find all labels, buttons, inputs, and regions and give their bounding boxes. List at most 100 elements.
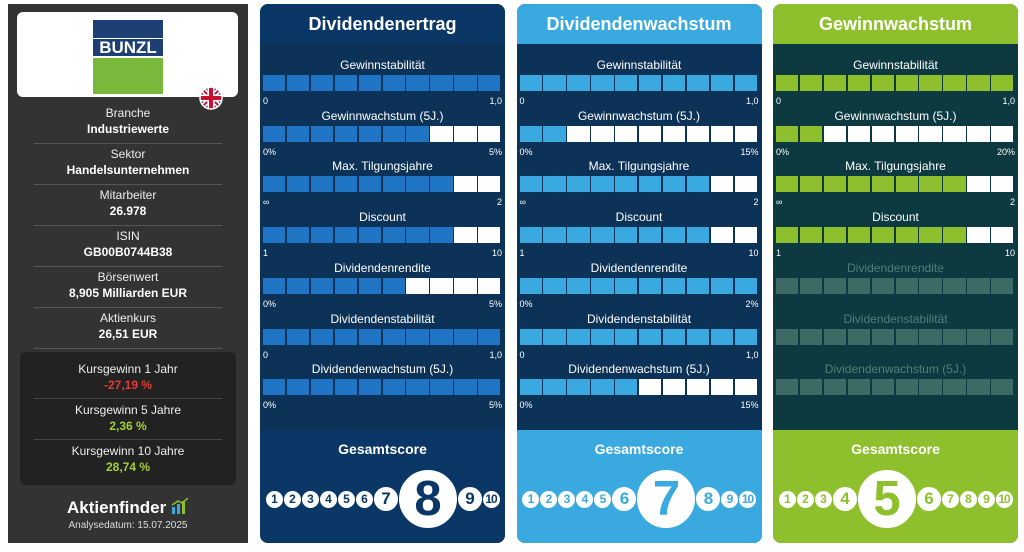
bar-segment-filled: [799, 227, 823, 244]
bar-segment-filled: [543, 75, 566, 91]
range-max: 2: [753, 197, 759, 208]
bar-segment-filled: [567, 227, 590, 244]
bar-segment-filled: [567, 176, 590, 193]
range-max: 10: [748, 248, 759, 259]
card-title: Gewinnwachstum: [818, 14, 973, 34]
bar-segment-filled: [334, 328, 358, 345]
bar-segment-filled: [639, 176, 662, 193]
range-min: 0%: [519, 400, 533, 411]
bar-segment: [871, 328, 894, 345]
bar-segment: [710, 125, 734, 142]
perf-label: Kursgewinn 5 Jahre: [74, 403, 182, 417]
bar-segment-filled: [776, 176, 799, 193]
bar-segment-filled: [567, 379, 590, 396]
bar-segment-filled: [334, 227, 358, 244]
bar-segment-filled: [519, 379, 542, 396]
bar-segment: [895, 328, 918, 345]
score-step: 2: [539, 489, 558, 509]
range-min: 0%: [519, 146, 533, 157]
score-step: 4: [831, 486, 858, 512]
range-max: 15%: [740, 400, 759, 411]
score-step: 4: [575, 489, 594, 509]
range-min: ∞: [776, 197, 783, 208]
bar-segment-filled: [454, 75, 477, 91]
bar-segment-filled: [478, 75, 501, 91]
bar-segment-filled: [310, 328, 334, 345]
bar-segment-filled: [519, 328, 542, 345]
metric-label: Gewinnstabilität: [340, 58, 425, 72]
range-min: 1: [263, 248, 269, 259]
bar-segment-filled: [358, 176, 381, 193]
bar-segment: [799, 328, 823, 345]
metric-label: Dividendenstabilität: [330, 311, 435, 326]
score-current: 7: [636, 469, 696, 529]
bar-segment: [967, 277, 990, 294]
range-min: 1: [519, 248, 525, 259]
metric-label: Dividendenrendite: [847, 260, 944, 275]
bar-segment: [567, 125, 590, 142]
bar-segment: [710, 176, 734, 193]
bar-segment: [943, 277, 966, 294]
bar-segment-filled: [943, 75, 966, 91]
bar-segment-filled: [334, 176, 358, 193]
bar-segment-filled: [519, 75, 542, 91]
bar-segment-filled: [895, 75, 918, 91]
bar-segment-filled: [478, 328, 501, 345]
bar-segment-filled: [519, 125, 542, 142]
bar-segment: [967, 227, 990, 244]
bar-segment: [662, 125, 686, 142]
bar-segment-filled: [710, 277, 734, 294]
bar-segment-filled: [710, 328, 734, 345]
bar-segment-filled: [615, 176, 638, 193]
score-step: 10: [481, 489, 501, 509]
bar-segment: [478, 227, 501, 244]
bar-segment-filled: [286, 125, 310, 142]
bar-segment-filled: [615, 227, 638, 244]
bar-segment: [823, 277, 847, 294]
brand-row: Aktienfinder: [8, 497, 248, 518]
metric-label: Discount: [872, 210, 919, 225]
range-max: 5%: [488, 400, 502, 411]
bar-segment-filled: [615, 75, 638, 91]
score-step: 4: [318, 489, 338, 509]
metric-label: Gewinnwachstum (5J.): [321, 108, 444, 123]
bar-segment-filled: [430, 176, 453, 193]
perf-label: Kursgewinn 10 Jahre: [71, 444, 185, 458]
performance-box: Kursgewinn 1 Jahr -27,19 % Kursgewinn 5 Ja…: [20, 352, 236, 485]
bar-segment-filled: [567, 75, 590, 91]
bar-segment-filled: [776, 227, 799, 244]
info-label: Sektor: [110, 147, 146, 161]
score-step: 9: [720, 489, 739, 509]
bar-segment-filled: [919, 75, 942, 91]
bar-segment-filled: [334, 277, 358, 294]
perf-label: Kursgewinn 1 Jahr: [78, 362, 178, 376]
range-min: 0%: [263, 146, 277, 157]
bar-segment: [686, 379, 710, 396]
bar-segment-filled: [382, 379, 405, 396]
bar-segment-filled: [406, 75, 429, 91]
score-step: 1: [521, 489, 540, 509]
bar-segment-filled: [406, 227, 429, 244]
bar-segment-filled: [478, 379, 501, 396]
separator: [34, 225, 222, 226]
range-min: ∞: [519, 197, 526, 208]
bar-segment: [639, 379, 662, 396]
bar-segment-filled: [358, 379, 381, 396]
range-max: 10: [1004, 248, 1015, 259]
card-title: Dividendenwachstum: [546, 14, 732, 34]
info-value: 26,51 EUR: [98, 327, 158, 341]
range-max: 5%: [488, 146, 502, 157]
range-max: 15%: [740, 146, 759, 157]
bar-segment-filled: [430, 227, 453, 244]
sidebar: BUNZL Kursgewinn 1 Jahr -27,19 % Kursgewin…: [8, 4, 248, 543]
metric-label: Dividendenwachstum (5J.): [824, 362, 967, 377]
bar-segment: [991, 227, 1014, 244]
bar-segment-filled: [286, 379, 310, 396]
bar-segment: [943, 125, 966, 142]
score-scale: 1 2 3 4 5 6 7 8 9 10: [517, 467, 762, 531]
bar-segment-filled: [686, 75, 710, 91]
info-value: Handelsunternehmen: [66, 163, 190, 177]
bar-segment: [406, 277, 429, 294]
bar-segment: [847, 125, 871, 142]
metric-label: Gewinnwachstum (5J.): [834, 108, 957, 123]
